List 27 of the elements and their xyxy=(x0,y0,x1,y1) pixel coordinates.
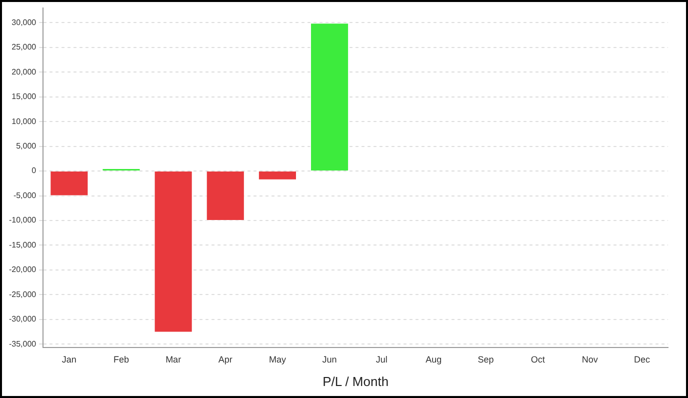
y-tick-label: -35,000 xyxy=(8,339,37,348)
x-tick-label: Jul xyxy=(376,354,388,364)
x-tick-label: Aug xyxy=(426,354,442,364)
y-tick-label: -5,000 xyxy=(13,190,37,200)
y-tick-label: 25,000 xyxy=(12,42,37,52)
x-tick-label: Feb xyxy=(113,354,129,364)
y-tick-label: -20,000 xyxy=(8,265,37,274)
y-tick-label: 15,000 xyxy=(12,92,37,102)
y-tick-label: 0 xyxy=(32,166,37,176)
x-tick-label: Jan xyxy=(62,354,76,364)
y-tick-label: -25,000 xyxy=(8,290,37,299)
x-tick-label: Sep xyxy=(478,354,494,364)
y-tick-label: 30,000 xyxy=(12,18,37,27)
y-tick-label: 10,000 xyxy=(12,116,37,126)
x-tick-label: Dec xyxy=(634,354,650,364)
x-tick-label: Apr xyxy=(218,354,232,364)
y-tick-label: 20,000 xyxy=(12,67,37,76)
x-tick-label: Jun xyxy=(322,354,337,364)
y-tick-label: -30,000 xyxy=(8,314,37,324)
x-tick-label: Oct xyxy=(530,354,546,364)
x-axis-title: P/L / Month xyxy=(322,374,389,389)
x-tick-label: Mar xyxy=(166,354,182,364)
y-tick-label: -15,000 xyxy=(8,240,37,250)
y-tick-label: -10,000 xyxy=(8,216,37,225)
x-tick-label: Nov xyxy=(582,354,598,364)
y-tick-label: 5,000 xyxy=(16,141,37,150)
x-tick-label: May xyxy=(268,354,286,364)
